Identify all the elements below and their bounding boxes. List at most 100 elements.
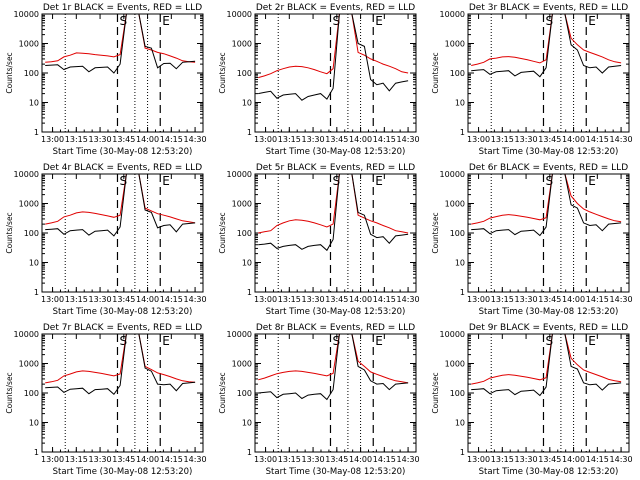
y-tick-label: 100 (450, 389, 465, 398)
y-tick-label: 10 (242, 99, 252, 108)
panel-8: Det 8r BLACK = Events, RED = LLD 1 10 100 10… (218, 323, 420, 477)
x-tick-label: 14:00 (349, 455, 372, 464)
series-lld (45, 333, 196, 384)
series-events (258, 333, 409, 401)
series-events (471, 13, 622, 78)
y-tick-label: 1 (247, 288, 252, 297)
plot-frame (41, 13, 204, 133)
x-tick-label: 13:00 (467, 135, 490, 144)
marker-label: S (545, 174, 553, 188)
x-tick-label: 13:15 (491, 455, 514, 464)
marker-label: S (332, 14, 340, 28)
y-axis-label: Counts/sec (218, 212, 227, 253)
x-tick-label: 14:15 (160, 295, 183, 304)
y-axis-label: Counts/sec (218, 372, 227, 413)
x-tick-label: 14:30 (184, 455, 207, 464)
y-tick-label: 10 (29, 419, 39, 428)
series-events (258, 13, 409, 101)
y-tick-label: 100 (237, 229, 252, 238)
x-tick-label: 13:00 (41, 455, 64, 464)
y-axis-label: Counts/sec (5, 52, 14, 93)
y-tick-label: 10 (455, 99, 465, 108)
series-lld (471, 13, 622, 66)
x-axis-label: Start Time (30-May-08 12:53:20) (479, 147, 619, 157)
x-tick-label: 14:30 (397, 135, 420, 144)
y-tick-label: 10000 (227, 330, 252, 339)
y-tick-label: 100 (237, 389, 252, 398)
x-tick-label: 13:30 (302, 295, 325, 304)
x-tick-label: 14:15 (160, 455, 183, 464)
x-axis-label: Start Time (30-May-08 12:53:20) (266, 307, 406, 317)
y-tick-label: 100 (237, 69, 252, 78)
series-events (258, 173, 409, 252)
x-tick-label: 13:15 (65, 455, 88, 464)
x-tick-label: 14:00 (562, 135, 585, 144)
panel-6: Det 6r BLACK = Events, RED = LLD 1 10 100 10… (431, 163, 633, 317)
y-tick-label: 1 (460, 448, 465, 457)
y-tick-label: 10000 (440, 330, 465, 339)
x-tick-label: 13:45 (112, 455, 135, 464)
marker-label: S (332, 334, 340, 348)
y-axis-label: Counts/sec (431, 212, 440, 253)
series-lld (45, 13, 196, 63)
y-tick-label: 10 (242, 419, 252, 428)
plot-frame (254, 333, 417, 453)
marker-label: S (119, 334, 127, 348)
x-tick-label: 13:00 (467, 295, 490, 304)
marker-label: E (162, 174, 170, 188)
y-tick-label: 1 (34, 448, 39, 457)
x-tick-label: 14:00 (349, 295, 372, 304)
x-tick-label: 14:15 (586, 455, 609, 464)
panel-title: Det 2r BLACK = Events, RED = LLD (256, 3, 415, 13)
y-tick-label: 10 (242, 259, 252, 268)
series-events (45, 13, 196, 74)
x-tick-label: 14:30 (610, 135, 633, 144)
x-tick-label: 14:30 (610, 295, 633, 304)
series-lld (258, 173, 409, 234)
x-tick-label: 14:30 (397, 455, 420, 464)
marker-label: E (588, 334, 596, 348)
y-tick-label: 10000 (440, 170, 465, 179)
y-tick-label: 1000 (232, 40, 252, 49)
series-lld (471, 333, 622, 385)
x-tick-label: 13:15 (65, 135, 88, 144)
y-tick-label: 100 (24, 389, 39, 398)
x-tick-label: 14:15 (586, 135, 609, 144)
y-tick-label: 10 (455, 419, 465, 428)
marker-label: E (162, 14, 170, 28)
x-axis-label: Start Time (30-May-08 12:53:20) (479, 307, 619, 317)
marker-label: E (375, 334, 383, 348)
x-tick-label: 14:00 (136, 135, 159, 144)
y-tick-label: 10 (29, 259, 39, 268)
x-tick-label: 14:15 (373, 455, 396, 464)
y-tick-label: 1000 (19, 40, 39, 49)
series-events (45, 173, 196, 237)
x-tick-label: 13:15 (278, 455, 301, 464)
y-tick-label: 1000 (445, 200, 465, 209)
x-tick-label: 13:45 (538, 295, 561, 304)
panel-title: Det 4r BLACK = Events, RED = LLD (43, 163, 202, 173)
x-tick-label: 14:30 (184, 135, 207, 144)
x-axis-label: Start Time (30-May-08 12:53:20) (53, 307, 193, 317)
y-axis-label: Counts/sec (5, 212, 14, 253)
x-tick-label: 13:30 (515, 135, 538, 144)
marker-label: S (119, 14, 127, 28)
x-tick-label: 13:45 (112, 295, 135, 304)
y-tick-label: 100 (24, 69, 39, 78)
marker-label: E (375, 14, 383, 28)
x-tick-label: 14:00 (349, 135, 372, 144)
panel-2: Det 2r BLACK = Events, RED = LLD 1 10 100 10… (218, 3, 420, 157)
x-tick-label: 13:30 (302, 135, 325, 144)
y-tick-label: 1000 (19, 200, 39, 209)
marker-label: E (588, 174, 596, 188)
panel-3: Det 3r BLACK = Events, RED = LLD 1 10 100 10… (431, 3, 633, 157)
x-tick-label: 13:45 (112, 135, 135, 144)
marker-label: E (588, 14, 596, 28)
x-tick-label: 13:45 (325, 135, 348, 144)
plot-frame (41, 333, 204, 453)
panel-5: Det 5r BLACK = Events, RED = LLD 1 10 100 10… (218, 163, 420, 317)
y-tick-label: 1000 (445, 40, 465, 49)
marker-label: S (332, 174, 340, 188)
x-tick-label: 13:30 (89, 135, 112, 144)
